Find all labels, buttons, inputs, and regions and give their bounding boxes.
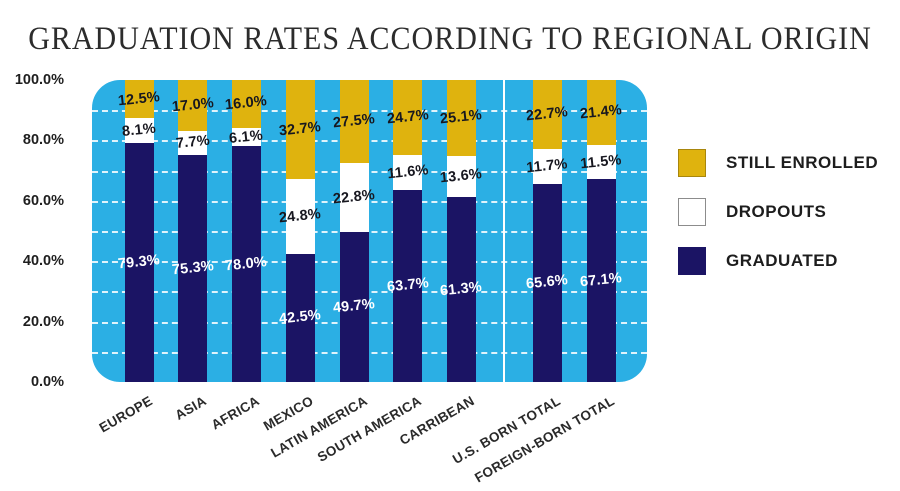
- x-axis-label: ASIA: [172, 393, 209, 423]
- gridline: [92, 231, 647, 233]
- data-label-dropouts: 11.7%: [525, 155, 569, 177]
- legend-swatch-graduated: [678, 247, 706, 275]
- y-axis: 100.0% 80.0% 60.0% 40.0% 20.0% 0.0%: [6, 73, 64, 389]
- bar-segment-still-enrolled: [393, 80, 422, 155]
- bar-segment-dropouts: [285, 178, 315, 254]
- data-label-still-enrolled: 32.7%: [278, 118, 322, 140]
- bar-segment-dropouts: [532, 148, 562, 184]
- bar-segment-dropouts: [393, 154, 422, 190]
- legend-swatch-dropouts: [678, 198, 706, 226]
- y-axis-tick-label: 0.0%: [30, 373, 64, 390]
- data-label-dropouts: 24.8%: [278, 205, 322, 227]
- gridline: [92, 351, 647, 354]
- data-label-graduated: 49.7%: [332, 296, 376, 317]
- data-label-graduated: 65.6%: [525, 272, 569, 293]
- bar-segment-dropouts: [339, 163, 369, 232]
- y-axis-tick-label: 20.0%: [22, 313, 64, 330]
- bar-segment-still-enrolled: [285, 80, 315, 179]
- gridline: [92, 321, 647, 324]
- y-axis-tick-label: 80.0%: [22, 132, 64, 149]
- data-label-graduated: 75.3%: [170, 257, 215, 279]
- bar-segment-graduated: [446, 196, 476, 382]
- bar-segment-graduated: [586, 179, 616, 382]
- bar-segment-still-enrolled: [124, 80, 154, 119]
- bar-segment-dropouts: [586, 144, 616, 180]
- legend: STILL ENROLLED DROPOUTS GRADUATED: [678, 148, 878, 295]
- plot-area: 79.3% 8.1% 12.5% 75.3% 7.7% 17.0% 78.0% 6.1% 16.…: [92, 80, 647, 382]
- legend-label: DROPOUTS: [726, 202, 827, 221]
- data-label-dropouts: 8.1%: [121, 120, 157, 140]
- bar-segment-graduated: [285, 253, 315, 382]
- data-label-graduated: 42.5%: [278, 307, 322, 328]
- chart-title: GRADUATION RATES ACCORDING TO REGIONAL O…: [28, 21, 872, 57]
- bar-segment-still-enrolled: [231, 80, 261, 129]
- legend-item-dropouts: DROPOUTS: [678, 197, 878, 227]
- data-label-graduated: 67.1%: [579, 270, 623, 291]
- y-axis-tick-label: 40.0%: [22, 252, 64, 269]
- data-label-dropouts: 6.1%: [228, 127, 264, 147]
- bar-segment-dropouts: [124, 118, 154, 143]
- data-label-dropouts: 11.5%: [579, 151, 623, 172]
- legend-label: STILL ENROLLED: [726, 153, 879, 172]
- data-label-still-enrolled: 24.7%: [385, 106, 430, 128]
- gridline: [92, 200, 647, 203]
- bar-segment-graduated: [178, 154, 207, 382]
- bar-segment-still-enrolled: [446, 80, 476, 156]
- gridline: [92, 291, 647, 294]
- bar-segment-still-enrolled: [532, 80, 562, 149]
- x-axis-label: AFRICA: [208, 393, 262, 433]
- gridline: [92, 261, 647, 264]
- data-label-still-enrolled: 17.0%: [170, 95, 215, 116]
- x-axis: EUROPE ASIA AFRICA MEXICO LATIN AMERICA SOUTH…: [92, 382, 647, 491]
- data-label-graduated: 79.3%: [117, 251, 161, 273]
- data-label-dropouts: 11.6%: [386, 161, 429, 182]
- legend-swatch-still-enrolled: [678, 149, 706, 177]
- bar-segment-graduated: [393, 189, 422, 382]
- data-label-graduated: 61.3%: [439, 279, 483, 300]
- legend-item-still-enrolled: STILL ENROLLED: [678, 148, 878, 178]
- data-label-graduated: 78.0%: [224, 253, 268, 275]
- data-label-dropouts: 13.6%: [439, 165, 483, 187]
- legend-item-graduated: GRADUATED: [678, 246, 878, 276]
- bar-segment-dropouts: [446, 155, 476, 197]
- x-axis-label: EUROPE: [96, 393, 155, 436]
- bar-segment-graduated: [231, 146, 261, 382]
- legend-label: GRADUATED: [726, 251, 838, 270]
- data-label-still-enrolled: 27.5%: [332, 111, 376, 132]
- data-label-dropouts: 22.8%: [332, 187, 376, 208]
- bar-segment-graduated: [532, 183, 562, 382]
- bar-segment-dropouts: [178, 131, 207, 155]
- y-axis-tick-label: 60.0%: [22, 192, 64, 209]
- data-label-still-enrolled: 22.7%: [525, 103, 569, 125]
- bar-segment-graduated: [339, 231, 369, 382]
- gridline: [92, 140, 647, 143]
- bar-segment-still-enrolled: [178, 80, 207, 132]
- bar-segment-dropouts: [231, 128, 261, 147]
- gridline: [92, 110, 647, 113]
- bar-segment-still-enrolled: [339, 80, 369, 164]
- data-label-still-enrolled: 12.5%: [117, 88, 161, 110]
- gridline: [92, 170, 647, 173]
- y-axis-tick-label: 100.0%: [14, 71, 64, 88]
- bar-segment-still-enrolled: [586, 80, 616, 145]
- group-separator-line: [503, 80, 505, 382]
- bar-segment-graduated: [124, 142, 154, 382]
- data-label-still-enrolled: 21.4%: [579, 101, 623, 123]
- data-label-still-enrolled: 25.1%: [439, 107, 483, 128]
